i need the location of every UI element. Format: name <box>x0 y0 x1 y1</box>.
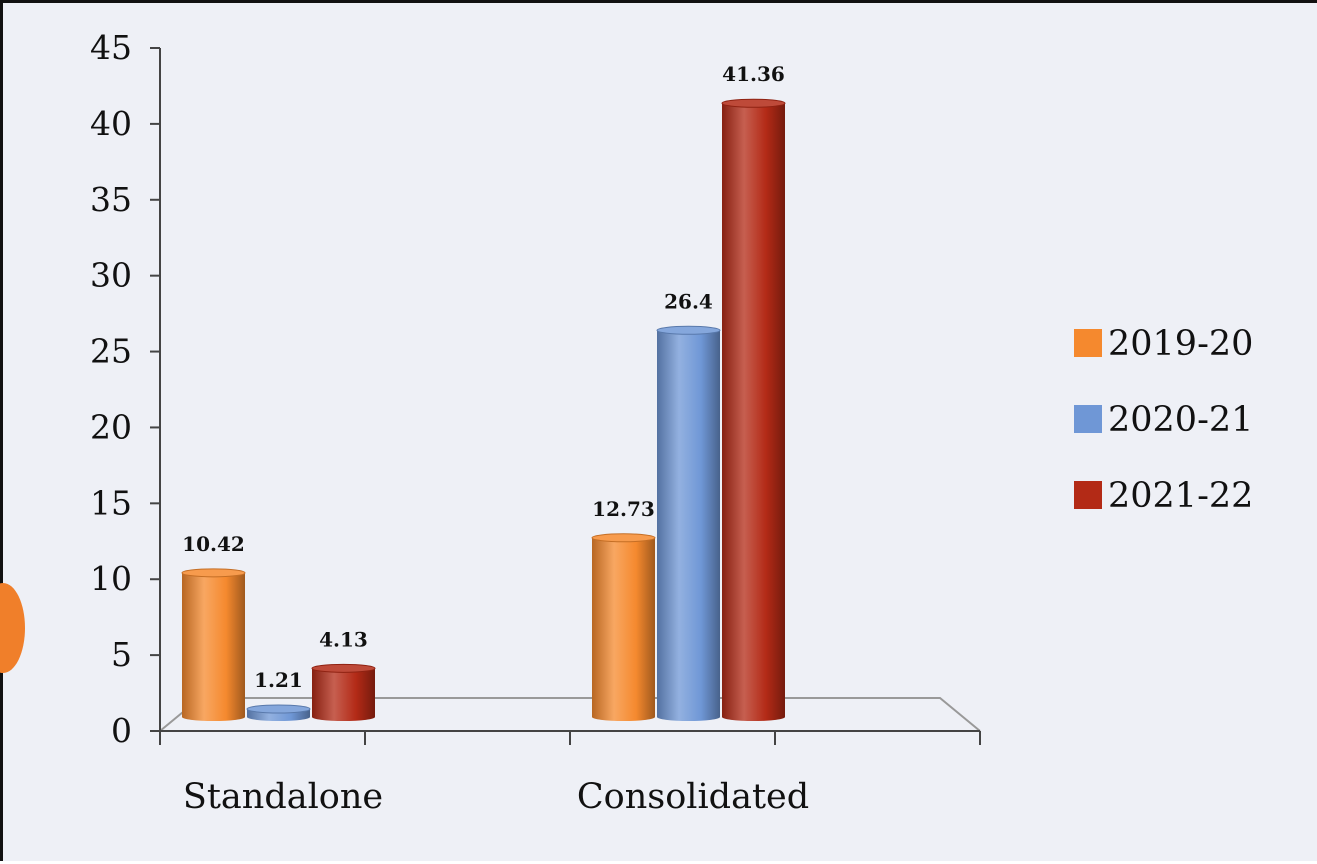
legend-label: 2021-22 <box>1108 476 1253 516</box>
bar-top <box>246 704 311 714</box>
data-labels: 10.42 1.21 4.13 12.73 26.4 41.36 <box>182 62 785 692</box>
bar-2019-20-Consolidated <box>592 537 655 721</box>
legend-label: 2019-20 <box>1108 324 1253 364</box>
bars <box>181 98 786 721</box>
data-label: 41.36 <box>722 62 785 86</box>
bar-top <box>591 533 656 543</box>
data-label: 26.4 <box>664 289 713 313</box>
bar-2021-22-Consolidated <box>722 103 785 721</box>
y-tick-label: 5 <box>111 635 132 674</box>
bar-top <box>721 98 786 108</box>
bar-2019-20-Standalone <box>182 572 245 721</box>
y-tick-label: 10 <box>90 559 132 598</box>
bar-2021-22-Standalone <box>312 668 375 721</box>
legend-swatch <box>1074 481 1102 509</box>
bar-top <box>311 663 376 673</box>
data-label: 1.21 <box>254 668 303 692</box>
x-axis: Standalone Consolidated <box>159 731 981 817</box>
bar-top <box>656 325 721 335</box>
y-tick-label: 15 <box>90 483 132 522</box>
y-tick-label: 45 <box>90 28 132 67</box>
y-tick-label: 20 <box>90 407 132 446</box>
data-label: 12.73 <box>592 497 655 521</box>
legend-label: 2020-21 <box>1108 400 1253 440</box>
data-label: 10.42 <box>182 532 245 556</box>
y-tick-label: 25 <box>90 332 132 371</box>
category-label: Standalone <box>183 777 383 817</box>
legend-swatch <box>1074 329 1102 357</box>
y-tick-label: 40 <box>90 104 132 143</box>
legend: 2019-20 2020-21 2021-22 <box>1074 324 1253 516</box>
bar-chart: 0 5 10 15 20 25 30 35 40 45 10.42 1.21 4.13 12.73 26.… <box>90 28 1253 817</box>
category-label: Consolidated <box>577 777 809 817</box>
bar-top <box>181 568 246 578</box>
y-tick-label: 35 <box>90 180 132 219</box>
legend-swatch <box>1074 405 1102 433</box>
y-axis: 0 5 10 15 20 25 30 35 40 45 <box>90 28 161 750</box>
floor-edge <box>159 697 981 732</box>
bar-2020-21-Consolidated <box>657 330 720 721</box>
y-tick-label: 30 <box>90 256 132 295</box>
data-label: 4.13 <box>319 627 368 651</box>
y-tick-label: 0 <box>111 711 132 750</box>
